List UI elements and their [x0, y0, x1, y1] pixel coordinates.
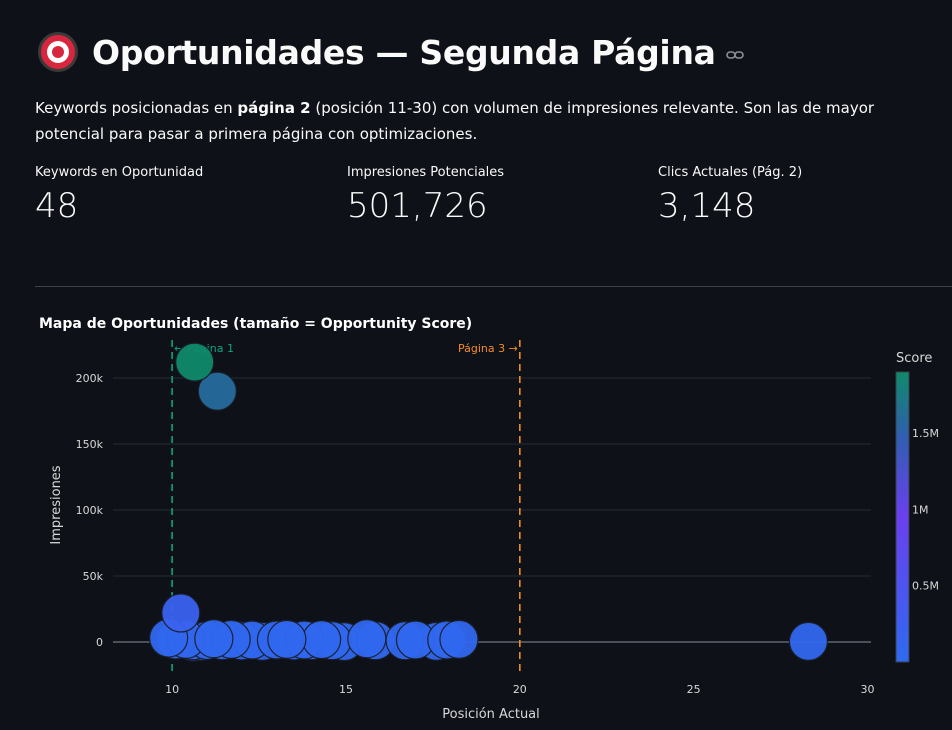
metric-clicks: Clics Actuales (Pág. 2) 3,148 [658, 165, 802, 226]
page-description: Keywords posicionadas en página 2 (posic… [35, 95, 930, 147]
divider [35, 286, 952, 287]
y-tick-label: 150k [76, 438, 104, 451]
direct-hit-icon [38, 32, 78, 72]
chart-title: Mapa de Oportunidades (tamaño = Opportun… [39, 316, 472, 332]
page-title: Oportunidades — Segunda Página [92, 32, 716, 72]
colorbar-title: Score [896, 351, 932, 366]
data-point [267, 619, 307, 659]
data-point [347, 619, 387, 659]
x-tick-label: 20 [513, 683, 527, 696]
x-tick-label: 30 [861, 683, 875, 696]
x-tick-label: 10 [165, 683, 179, 696]
y-axis-label: Impresiones [49, 465, 64, 544]
metric-label: Keywords en Oportunidad [35, 165, 204, 180]
y-tick-label: 100k [76, 504, 104, 517]
data-point [439, 619, 479, 659]
colorbar [895, 371, 910, 663]
data-point [161, 593, 201, 633]
colorbar-tick-label: 1.5M [912, 427, 939, 440]
metric-keywords: Keywords en Oportunidad 48 [35, 165, 203, 226]
description-text-prefix: Keywords posicionadas en [35, 99, 238, 117]
colorbar-ticks: 0.5M 1M 1.5M [912, 427, 939, 593]
x-axis-label: Posición Actual [442, 707, 540, 722]
colorbar-tick-label: 0.5M [912, 580, 939, 593]
description-text-suffix: (posición 11-30) con volumen de impresio… [35, 99, 875, 143]
y-tick-label: 50k [83, 570, 104, 583]
y-tick-label: 0 [96, 636, 103, 649]
metric-label: Impresiones Potenciales [347, 165, 505, 180]
reference-line-label: Página 3 → [458, 342, 518, 355]
chart-axes: 0 50k 100k 150k 200k 10 15 20 25 30 [76, 372, 875, 696]
y-tick-label: 200k [76, 372, 104, 385]
description-bold: página 2 [237, 99, 311, 117]
x-tick-label: 15 [339, 683, 353, 696]
data-point [194, 619, 234, 659]
opportunity-scatter-chart[interactable]: Mapa de Oportunidades (tamaño = Opportun… [0, 290, 952, 730]
metric-value: 3,148 [658, 186, 756, 226]
metric-value: 48 [35, 186, 79, 226]
metric-label: Clics Actuales (Pág. 2) [658, 165, 803, 180]
x-tick-label: 25 [687, 683, 701, 696]
metric-impressions: Impresiones Potenciales 501,726 [347, 165, 504, 226]
data-point [788, 621, 829, 661]
data-point [197, 371, 237, 411]
colorbar-tick-label: 1M [912, 503, 929, 516]
data-point [175, 342, 215, 382]
chart-grid [113, 377, 871, 643]
page-header: Oportunidades — Segunda Página [38, 32, 744, 72]
link-icon[interactable] [725, 46, 744, 65]
metric-value: 501,726 [347, 186, 488, 226]
data-point [302, 620, 342, 660]
data-points [149, 342, 829, 662]
